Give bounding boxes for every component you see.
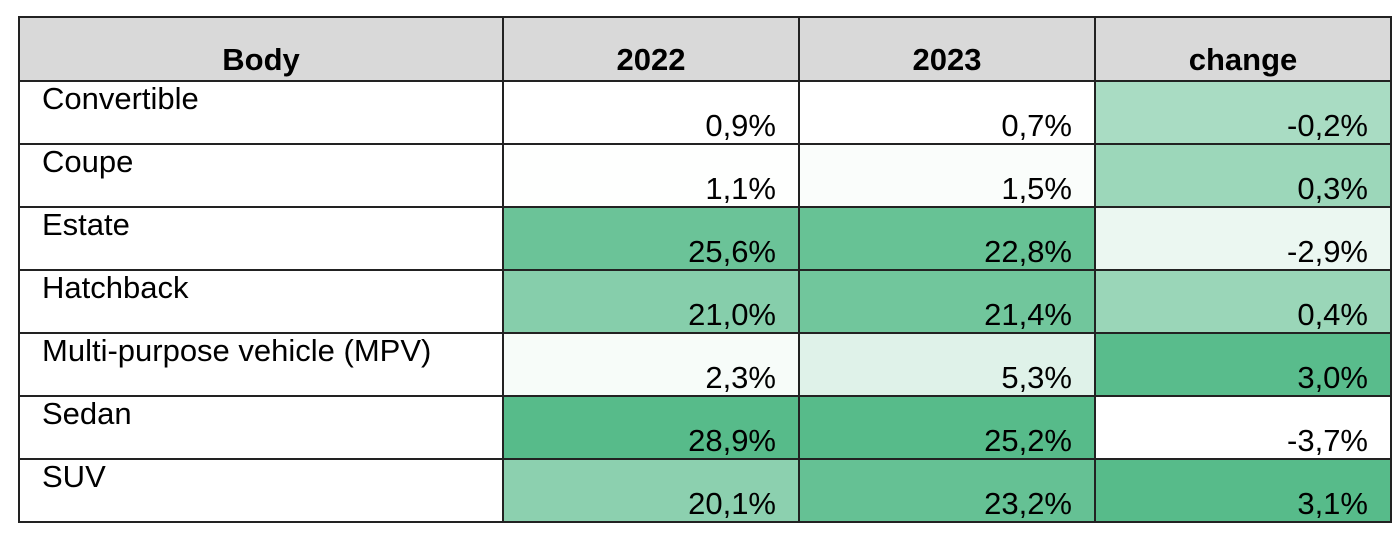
table-row: Estate 25,6% 22,8% -2,9% xyxy=(18,206,1392,271)
value-cell: 0,4% xyxy=(1094,269,1392,334)
column-header: 2023 xyxy=(798,16,1096,82)
value-cell: 22,8% xyxy=(798,206,1096,271)
value-cell: -3,7% xyxy=(1094,395,1392,460)
value-cell: 0,3% xyxy=(1094,143,1392,208)
value-cell: 2,3% xyxy=(502,332,800,397)
body-type-cell: SUV xyxy=(18,458,504,523)
header-row: Body 2022 2023 change xyxy=(18,16,1392,82)
column-header: change xyxy=(1094,16,1392,82)
table-row: Convertible 0,9% 0,7% -0,2% xyxy=(18,80,1392,145)
value-cell: 25,6% xyxy=(502,206,800,271)
body-type-cell: Multi-purpose vehicle (MPV) xyxy=(18,332,504,397)
table-row: Coupe 1,1% 1,5% 0,3% xyxy=(18,143,1392,208)
body-type-cell: Hatchback xyxy=(18,269,504,334)
value-cell: 28,9% xyxy=(502,395,800,460)
value-cell: 3,1% xyxy=(1094,458,1392,523)
value-cell: 0,7% xyxy=(798,80,1096,145)
value-cell: 1,5% xyxy=(798,143,1096,208)
value-cell: -2,9% xyxy=(1094,206,1392,271)
body-type-cell: Coupe xyxy=(18,143,504,208)
table-row: Multi-purpose vehicle (MPV) 2,3% 5,3% 3,0% xyxy=(18,332,1392,397)
value-cell: 20,1% xyxy=(502,458,800,523)
body-type-cell: Estate xyxy=(18,206,504,271)
value-cell: -0,2% xyxy=(1094,80,1392,145)
column-header: 2022 xyxy=(502,16,800,82)
body-type-cell: Convertible xyxy=(18,80,504,145)
table-row: Hatchback 21,0% 21,4% 0,4% xyxy=(18,269,1392,334)
table-row: Sedan 28,9% 25,2% -3,7% xyxy=(18,395,1392,460)
value-cell: 0,9% xyxy=(502,80,800,145)
table-row: SUV 20,1% 23,2% 3,1% xyxy=(18,458,1392,523)
value-cell: 23,2% xyxy=(798,458,1096,523)
value-cell: 1,1% xyxy=(502,143,800,208)
value-cell: 25,2% xyxy=(798,395,1096,460)
column-header: Body xyxy=(18,16,504,82)
body-type-cell: Sedan xyxy=(18,395,504,460)
value-cell: 3,0% xyxy=(1094,332,1392,397)
value-cell: 5,3% xyxy=(798,332,1096,397)
value-cell: 21,0% xyxy=(502,269,800,334)
data-table: Body 2022 2023 change Convertible 0,9% 0,7% -0… xyxy=(18,16,1392,523)
value-cell: 21,4% xyxy=(798,269,1096,334)
